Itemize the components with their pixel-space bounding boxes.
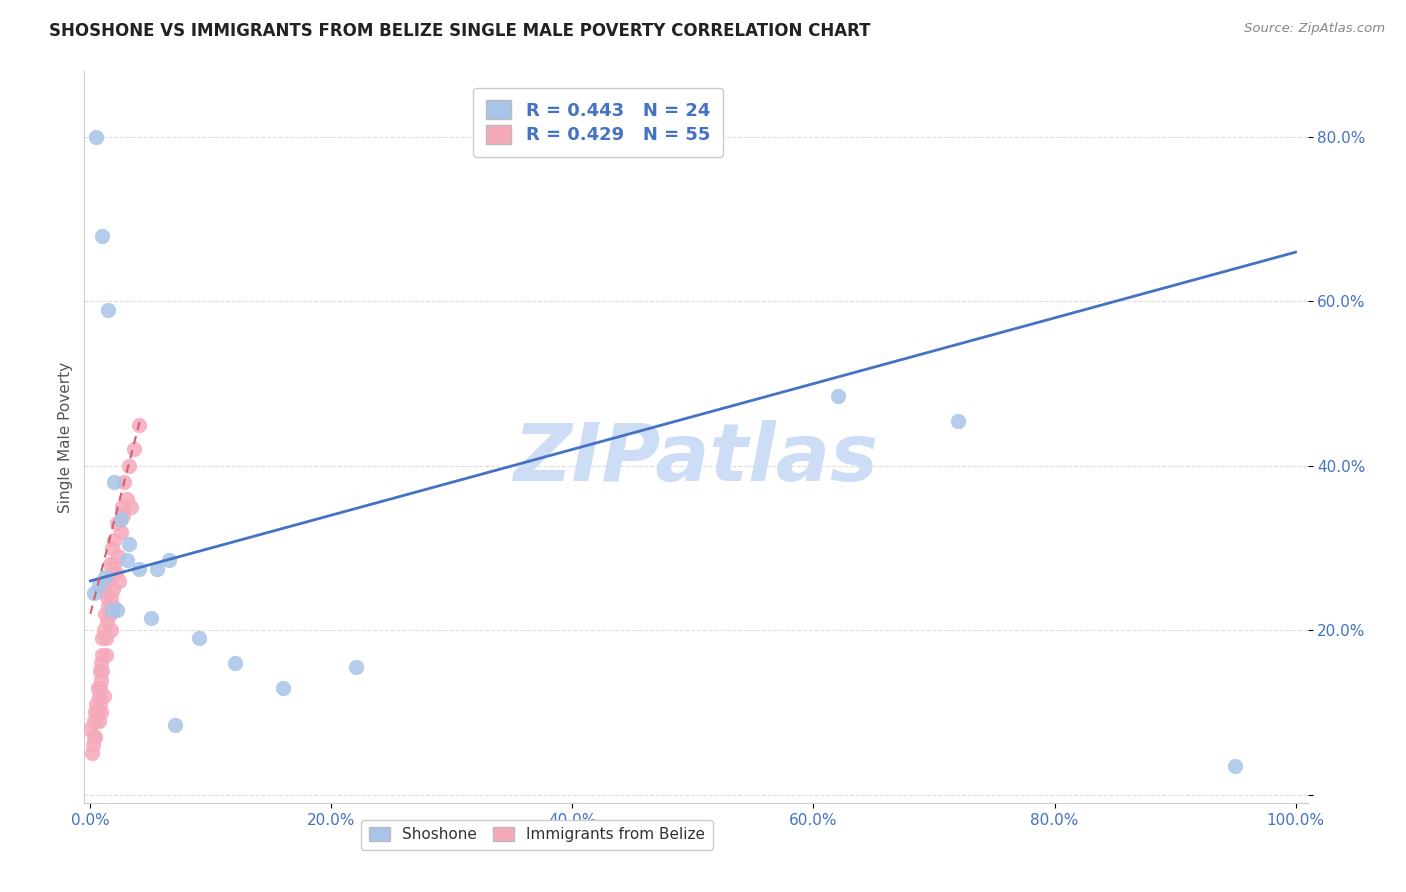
Point <box>344 660 367 674</box>
Point <box>83 586 105 600</box>
Point <box>946 414 969 428</box>
Point <box>108 574 131 588</box>
Point <box>145 561 167 575</box>
Point <box>103 558 125 572</box>
Point <box>97 574 120 588</box>
Point <box>103 599 125 613</box>
Point <box>91 648 114 662</box>
Point <box>96 615 118 629</box>
Point <box>103 533 125 547</box>
Point <box>83 730 105 744</box>
Point <box>101 566 124 580</box>
Point <box>115 491 138 506</box>
Point <box>827 389 849 403</box>
Point <box>91 632 114 646</box>
Point <box>84 730 107 744</box>
Point <box>91 228 114 243</box>
Point <box>110 512 132 526</box>
Point <box>120 500 142 514</box>
Point <box>87 714 110 728</box>
Point <box>96 591 118 605</box>
Point <box>94 648 117 662</box>
Point <box>86 681 108 695</box>
Point <box>100 624 122 638</box>
Point <box>83 714 105 728</box>
Point <box>224 656 246 670</box>
Point <box>1225 759 1247 773</box>
Point <box>103 475 125 490</box>
Point <box>93 624 115 638</box>
Point <box>105 516 128 531</box>
Point <box>118 458 141 473</box>
Point <box>82 739 104 753</box>
Point <box>94 632 117 646</box>
Point <box>101 541 124 555</box>
Point <box>86 130 108 145</box>
Point <box>111 500 134 514</box>
Point <box>111 508 134 523</box>
Point <box>90 673 112 687</box>
Point <box>86 697 108 711</box>
Point <box>139 611 162 625</box>
Point <box>90 656 112 670</box>
Point <box>94 570 117 584</box>
Point <box>105 602 128 616</box>
Text: SHOSHONE VS IMMIGRANTS FROM BELIZE SINGLE MALE POVERTY CORRELATION CHART: SHOSHONE VS IMMIGRANTS FROM BELIZE SINGL… <box>49 22 870 40</box>
Point <box>90 706 112 720</box>
Point <box>97 599 120 613</box>
Point <box>89 681 111 695</box>
Point <box>93 689 115 703</box>
Point <box>110 524 132 539</box>
Point <box>128 561 150 575</box>
Point <box>115 553 138 567</box>
Point <box>79 722 101 736</box>
Point <box>89 665 111 679</box>
Point <box>87 578 110 592</box>
Point <box>112 475 135 490</box>
Legend: Shoshone, Immigrants from Belize: Shoshone, Immigrants from Belize <box>361 820 713 850</box>
Point <box>100 591 122 605</box>
Point <box>104 566 127 580</box>
Point <box>128 417 150 432</box>
Point <box>157 553 180 567</box>
Point <box>86 714 108 728</box>
Point <box>91 665 114 679</box>
Point <box>87 689 110 703</box>
Text: Source: ZipAtlas.com: Source: ZipAtlas.com <box>1244 22 1385 36</box>
Point <box>271 681 294 695</box>
Text: ZIPatlas: ZIPatlas <box>513 420 879 498</box>
Point <box>163 717 186 731</box>
Point <box>101 602 124 616</box>
Point <box>187 632 209 646</box>
Point <box>122 442 145 457</box>
Point <box>118 537 141 551</box>
Point <box>107 549 129 564</box>
Point <box>84 706 107 720</box>
Point <box>89 697 111 711</box>
Point <box>94 607 117 621</box>
Point <box>98 607 121 621</box>
Point <box>98 558 121 572</box>
Point <box>103 582 125 596</box>
Point <box>86 706 108 720</box>
Point <box>80 747 103 761</box>
Y-axis label: Single Male Poverty: Single Male Poverty <box>58 361 73 513</box>
Point <box>94 582 117 596</box>
Point <box>97 302 120 317</box>
